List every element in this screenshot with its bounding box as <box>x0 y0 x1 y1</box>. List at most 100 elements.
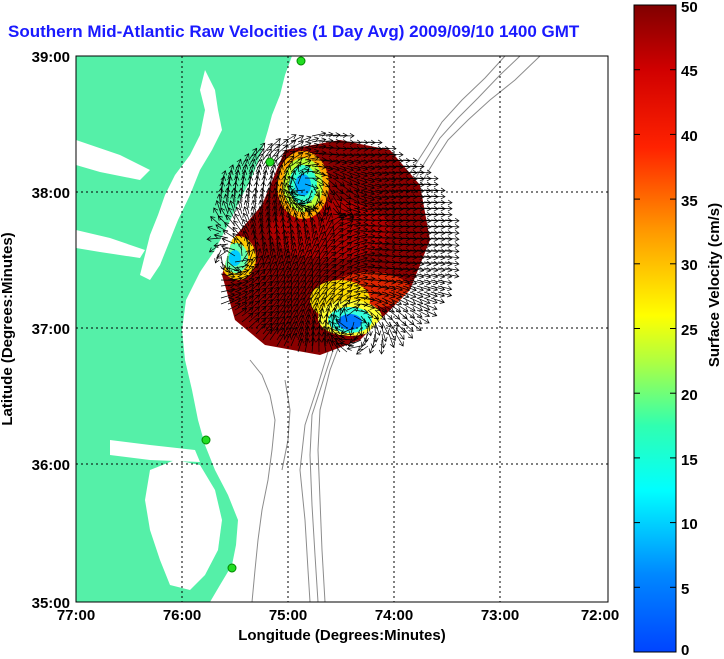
velocity-arrow <box>339 336 355 343</box>
velocity-arrow <box>281 229 288 245</box>
velocity-arrow <box>283 169 290 185</box>
velocity-arrow <box>395 157 411 164</box>
velocity-arrow <box>318 297 327 311</box>
velocity-arrow <box>311 249 320 263</box>
velocity-arrow <box>288 223 294 239</box>
velocity-arrow <box>402 169 418 176</box>
velocity-arrow <box>335 319 348 329</box>
velocity-arrow <box>325 138 341 145</box>
velocity-arrow <box>311 177 325 186</box>
x-tick-label: 75:00 <box>269 607 307 624</box>
velocity-arrow <box>346 171 361 179</box>
colorbar-label: Surface Velocity (cm/s) <box>706 203 723 367</box>
velocity-arrow <box>339 224 353 233</box>
velocity-arrow <box>430 291 446 298</box>
velocity-arrow <box>262 286 273 299</box>
velocity-arrow <box>325 232 335 245</box>
velocity-arrow <box>360 177 376 184</box>
velocity-arrow <box>325 292 335 305</box>
velocity-arrow <box>311 223 317 239</box>
y-axis: 39:00 38:00 37:00 36:00 35:00 Latitude (… <box>0 49 70 612</box>
velocity-arrow <box>332 195 341 209</box>
velocity-arrow <box>342 307 348 323</box>
velocity-arrow <box>318 171 333 179</box>
velocity-arrow <box>227 302 241 311</box>
velocity-arrow <box>381 145 397 152</box>
velocity-arrow <box>360 276 376 282</box>
velocity-arrow <box>381 291 396 299</box>
velocity-arrow <box>276 333 285 347</box>
velocity-arrow <box>423 224 439 230</box>
velocity-arrow <box>395 194 411 200</box>
colorbar-scale <box>633 4 677 653</box>
current-vectors <box>206 131 460 355</box>
velocity-arrow <box>310 337 316 353</box>
velocity-arrow <box>318 268 329 281</box>
velocity-arrow <box>346 212 362 219</box>
velocity-arrow <box>234 307 248 317</box>
velocity-arrow <box>402 327 414 339</box>
velocity-arrow <box>388 266 404 273</box>
velocity-arrow <box>409 224 425 230</box>
velocity-arrow <box>416 181 432 188</box>
velocity-arrow <box>243 199 250 215</box>
velocity-arrow <box>242 224 250 239</box>
velocity-arrow <box>346 237 361 245</box>
velocity-arrow <box>444 230 460 236</box>
velocity-arrow <box>374 145 390 152</box>
velocity-arrow <box>241 158 249 173</box>
velocity-arrow <box>444 273 460 279</box>
velocity-arrow <box>297 320 305 335</box>
velocity-arrow <box>409 297 424 305</box>
velocity-arrow <box>255 147 265 161</box>
velocity-arrow <box>346 345 362 351</box>
velocity-arrow <box>311 183 320 197</box>
velocity-arrow <box>395 229 411 236</box>
velocity-arrow <box>283 150 296 161</box>
velocity-arrow <box>248 294 261 305</box>
velocity-arrow <box>353 183 368 191</box>
velocity-arrow <box>374 297 389 305</box>
velocity-arrow <box>304 337 310 353</box>
velocity-arrow <box>353 212 369 218</box>
velocity-arrow <box>222 248 236 257</box>
velocity-arrow <box>409 163 425 170</box>
velocity-arrow <box>326 338 334 353</box>
velocity-arrow <box>423 254 439 261</box>
velocity-arrow <box>409 199 425 206</box>
velocity-arrow <box>360 158 376 165</box>
velocity-arrow <box>227 280 243 287</box>
velocity-arrow <box>262 261 271 275</box>
velocity-arrow <box>416 260 432 267</box>
velocity-arrow <box>265 193 272 209</box>
velocity-arrow <box>269 254 277 269</box>
velocity-arrow <box>430 205 446 212</box>
velocity-arrow <box>416 236 432 242</box>
velocity-arrow <box>278 187 285 203</box>
velocity-arrow <box>358 339 369 351</box>
velocity-arrow <box>255 281 267 293</box>
velocity-arrow <box>311 274 321 287</box>
velocity-arrow <box>241 258 254 269</box>
velocity-arrow <box>423 248 439 255</box>
velocity-arrow <box>234 274 249 281</box>
velocity-arrow <box>304 142 320 149</box>
velocity-arrow <box>269 280 279 293</box>
velocity-arrow <box>346 231 361 239</box>
velocity-arrow <box>304 331 311 347</box>
velocity-arrow <box>234 285 249 293</box>
velocity-arrow <box>374 164 390 171</box>
velocity-arrow <box>388 151 404 158</box>
velocity-arrow <box>214 249 222 264</box>
velocity-arrow <box>283 297 292 311</box>
velocity-arrow <box>332 189 343 202</box>
velocity-arrow <box>339 236 353 245</box>
velocity-arrow <box>444 223 460 230</box>
velocity-arrow <box>239 181 246 197</box>
velocity-arrow <box>227 207 236 221</box>
velocity-arrow <box>360 212 376 218</box>
velocity-arrow <box>423 199 439 206</box>
velocity-arrow <box>304 267 313 281</box>
velocity-arrow <box>229 200 236 215</box>
velocity-arrow <box>267 181 273 197</box>
